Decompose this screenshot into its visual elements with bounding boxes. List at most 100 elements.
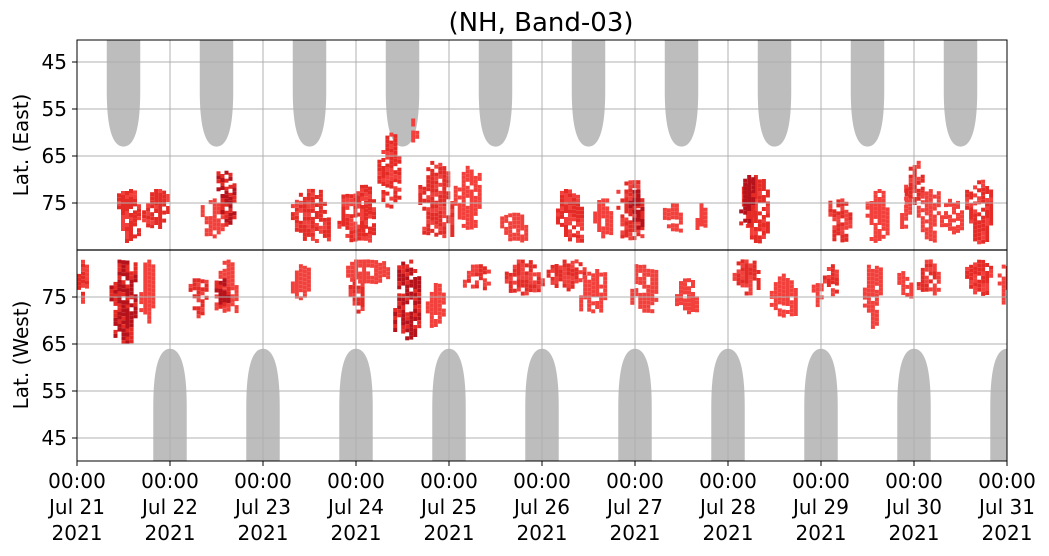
red-cell [977,259,982,264]
red-cell [740,283,745,288]
red-cell [133,274,138,279]
red-cell [832,209,837,214]
red-cell [77,281,81,286]
red-cell [560,198,564,203]
red-cell [417,296,422,301]
red-cell [125,340,130,345]
red-cell [703,223,708,228]
red-cell [981,283,986,288]
red-cell [965,193,970,198]
red-cell [434,220,439,225]
red-cell [302,285,307,290]
red-cell [129,271,134,276]
red-cell [442,166,447,171]
red-cell [85,284,89,289]
red-cell [401,297,406,302]
red-cell [973,221,978,226]
red-patch [916,259,941,296]
red-cell [401,293,406,298]
red-cell [973,229,978,234]
red-cell [125,239,129,243]
red-cell [591,293,596,298]
red-cell [674,203,679,208]
red-cell [904,212,909,217]
red-cell [908,206,913,211]
red-cell [757,219,762,224]
red-cell [438,174,443,179]
red-cell [473,203,478,208]
red-cell [77,277,81,282]
red-cell [691,304,695,308]
red-cell [426,179,431,184]
red-cell [691,284,695,288]
red-cell [905,292,910,297]
red-cell [985,283,990,287]
red-cell [129,237,133,241]
red-cell [230,286,235,291]
red-cell [605,198,610,203]
red-cell [433,291,438,295]
red-cell [465,205,470,210]
red-cell [508,237,513,242]
red-cell [298,204,303,209]
red-cell [916,192,921,197]
red-cell [765,193,770,198]
red-cell [422,198,427,203]
red-cell [932,234,937,239]
x-tick-label: 00:00 [48,469,106,493]
red-cell [761,223,766,227]
red-cell [675,302,679,307]
red-cell [224,214,229,219]
red-cell [977,180,982,185]
red-cell [349,194,354,199]
x-tick-label: Jul 24 [326,495,384,519]
red-cell [940,223,944,228]
red-cell [674,207,679,212]
red-cell [562,267,567,272]
red-cell [981,223,986,228]
x-tick-label: Jul 29 [791,495,849,519]
red-cell [474,280,479,285]
red-cell [885,231,890,236]
red-cell [751,197,756,202]
red-cell [740,275,745,280]
red-cell [397,301,402,306]
red-cell [302,265,307,270]
red-cell [977,240,982,245]
red-cell [828,208,833,213]
red-cell [222,278,227,283]
red-cell [413,333,418,337]
red-cell [413,309,418,313]
red-cell [695,300,699,305]
red-cell [960,226,964,231]
red-cell [985,202,990,206]
red-cell [397,155,402,160]
red-cell [381,174,386,178]
red-cell [956,216,960,221]
red-cell [154,221,159,225]
red-cell [904,184,909,189]
red-cell [401,273,406,278]
red-cell [147,291,152,296]
red-cell [932,271,937,276]
red-cell [920,275,925,280]
red-cell [785,302,790,306]
red-cell [948,214,952,219]
red-cell [650,281,655,286]
red-cell [450,209,455,213]
red-cell [350,261,355,266]
red-cell [465,217,470,222]
red-cell [620,198,625,203]
red-cell [743,190,748,195]
red-cell [360,196,364,201]
red-cell [397,167,402,172]
red-cell [920,271,925,276]
red-cell [466,278,471,283]
red-cell [389,160,394,165]
red-cell [302,236,307,241]
red-cell [133,210,137,215]
red-cell [536,288,541,293]
red-cell [873,222,878,227]
red-cell [362,275,367,280]
red-cell [306,196,311,201]
